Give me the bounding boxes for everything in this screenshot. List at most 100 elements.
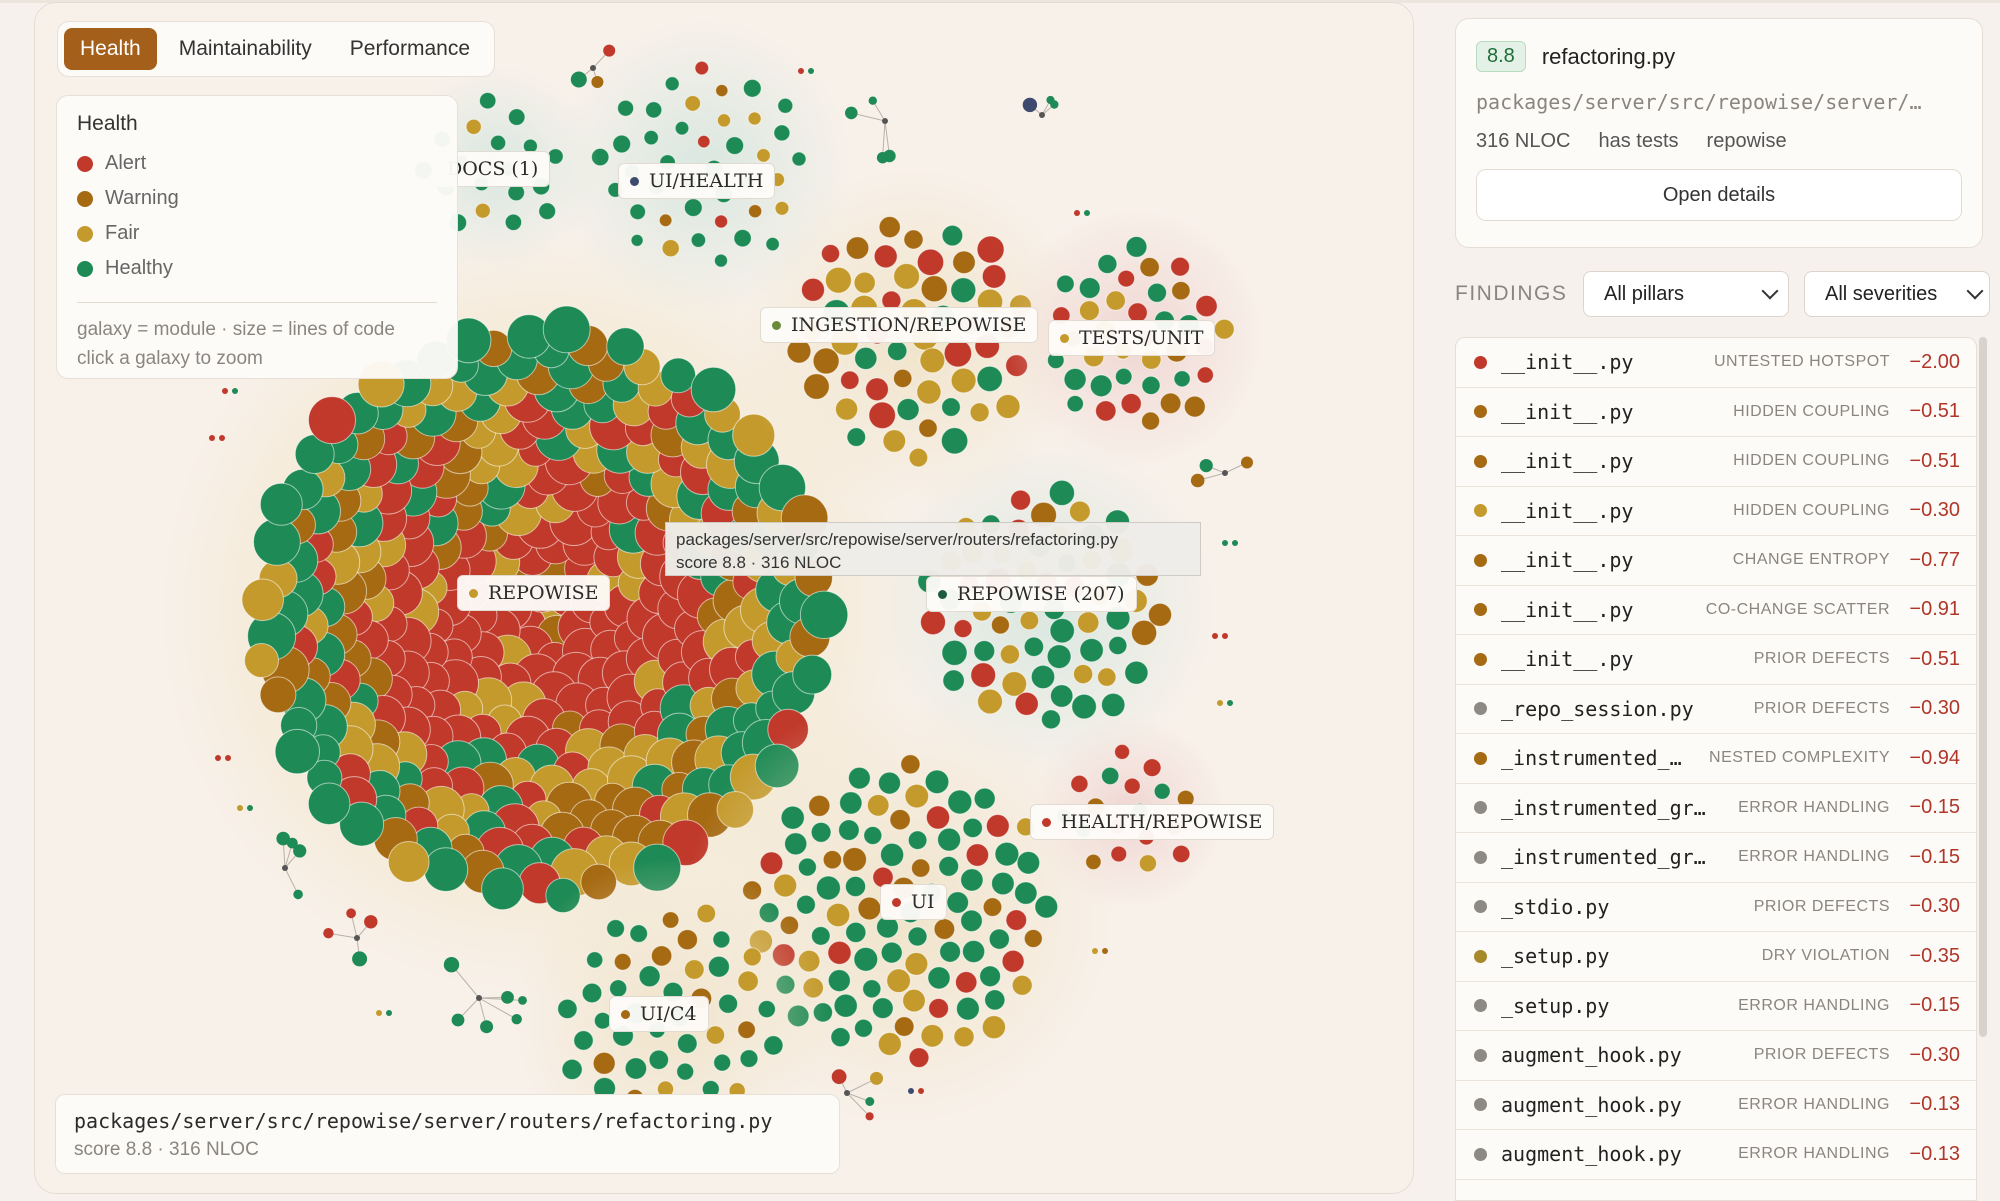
file-node[interactable] [1078,277,1101,299]
file-node[interactable] [237,805,243,811]
file-node[interactable] [323,928,334,939]
file-node[interactable] [613,952,632,971]
findings-list[interactable]: __init__.py UNTESTED HOTSPOT −2.00 __init__… [1455,337,1977,1201]
file-node[interactable] [854,1018,873,1038]
file-node[interactable] [259,482,303,526]
file-node[interactable] [1190,473,1205,488]
file-node[interactable] [590,65,596,71]
file-node[interactable] [1131,619,1158,646]
file-node[interactable] [630,233,644,247]
file-node[interactable] [684,95,702,112]
file-node[interactable] [886,968,911,994]
file-node[interactable] [950,367,977,394]
file-node[interactable] [1222,540,1228,546]
file-node[interactable] [812,347,840,375]
file-node[interactable] [1030,664,1056,690]
file-node[interactable] [1120,393,1142,415]
file-node[interactable] [1019,610,1040,631]
file-node[interactable] [1074,210,1080,216]
finding-row[interactable]: _repo_session.py PRIOR DEFECTS −0.30 [1456,685,1976,734]
file-node[interactable] [490,134,507,151]
file-node[interactable] [865,1097,875,1106]
file-node[interactable] [339,801,385,847]
file-node[interactable] [941,397,961,417]
file-node[interactable] [900,754,921,775]
file-node[interactable] [759,851,784,876]
file-node[interactable] [903,229,924,250]
file-node[interactable] [1199,459,1213,473]
file-node[interactable] [606,919,625,938]
file-node[interactable] [511,1014,522,1025]
file-node[interactable] [792,654,833,695]
file-node[interactable] [976,365,1003,393]
file-node[interactable] [697,134,711,149]
file-node[interactable] [547,148,564,165]
file-node[interactable] [868,401,897,430]
file-node[interactable] [573,1030,594,1051]
file-node[interactable] [1159,392,1182,415]
file-node[interactable] [960,868,984,892]
file-node[interactable] [763,1035,784,1056]
file-node[interactable] [714,214,729,229]
file-node[interactable] [352,951,368,967]
file-node[interactable] [293,844,307,858]
file-node[interactable] [1241,456,1253,469]
findings-scrollbar[interactable] [1979,337,1987,1037]
file-node[interactable] [1217,700,1223,706]
file-node[interactable] [1066,395,1084,413]
file-node[interactable] [386,1010,392,1016]
file-node[interactable] [973,787,996,810]
file-node[interactable] [1014,881,1038,905]
file-node[interactable] [943,339,973,368]
file-node[interactable] [757,1000,776,1019]
file-node[interactable] [581,982,603,1004]
file-node[interactable] [603,44,616,57]
file-node[interactable] [801,277,825,302]
file-node[interactable] [739,1049,759,1068]
file-node[interactable] [844,1090,850,1096]
file-node[interactable] [293,889,303,900]
file-node[interactable] [1046,644,1072,669]
finding-row[interactable]: __init__.py CHANGE ENTROPY −0.77 [1456,536,1976,586]
pillar-filter-select[interactable]: All pillars [1583,271,1789,317]
file-node[interactable] [791,151,807,167]
file-node[interactable] [830,1027,851,1048]
file-node[interactable] [853,271,876,294]
file-node[interactable] [737,970,759,992]
file-node[interactable] [714,253,728,268]
file-node[interactable] [848,766,871,790]
file-node[interactable] [877,1032,902,1056]
open-details-button[interactable]: Open details [1476,169,1962,221]
file-node[interactable] [862,979,882,999]
file-node[interactable] [591,76,604,88]
file-node[interactable] [965,843,990,867]
file-node[interactable] [1142,758,1162,778]
file-node[interactable] [889,809,911,831]
file-node[interactable] [232,388,238,394]
file-node[interactable] [674,120,690,136]
file-node[interactable] [902,988,926,1013]
file-node[interactable] [1023,636,1045,657]
file-node[interactable] [844,875,867,898]
file-node[interactable] [1123,777,1141,795]
file-node[interactable] [1097,667,1117,687]
file-node[interactable] [609,979,628,998]
file-node[interactable] [1172,844,1191,864]
file-node[interactable] [985,814,1010,838]
file-node[interactable] [1010,489,1032,511]
file-node[interactable] [845,106,858,120]
file-node[interactable] [780,805,805,830]
file-node[interactable] [209,435,215,441]
file-node[interactable] [893,368,913,389]
file-node[interactable] [941,639,968,666]
file-node[interactable] [1001,671,1028,697]
file-node[interactable] [542,305,591,354]
file-node[interactable] [661,239,680,258]
file-node[interactable] [904,952,929,976]
file-node[interactable] [920,1024,945,1048]
finding-row[interactable]: _instrumented_gr… ERROR HANDLING −0.15 [1456,784,1976,833]
file-node[interactable] [222,388,228,394]
file-node[interactable] [1079,300,1100,322]
file-node[interactable] [979,965,1001,988]
file-node[interactable] [244,643,279,678]
